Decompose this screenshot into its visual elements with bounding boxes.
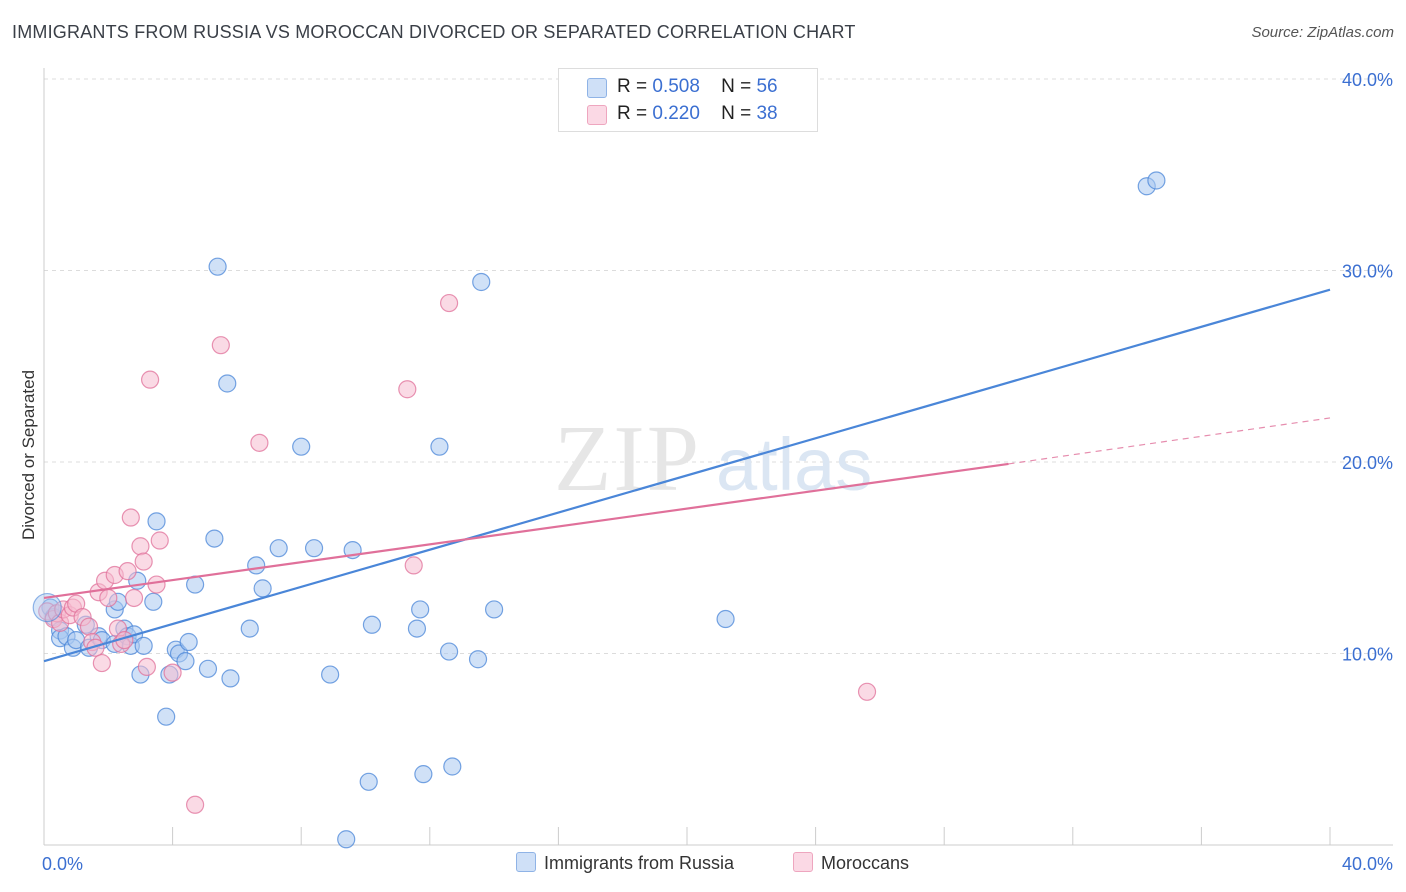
data-point-russia bbox=[468, 650, 488, 669]
axis-layer bbox=[43, 68, 1393, 846]
watermark-zip: ZIP bbox=[554, 407, 701, 511]
y-tick-label: 30.0% bbox=[1342, 262, 1393, 282]
bottom-legend-moroccans: Moroccans bbox=[793, 852, 909, 874]
data-point-russia bbox=[304, 539, 324, 558]
data-point-russia bbox=[439, 642, 459, 661]
data-point-cluster bbox=[32, 592, 62, 623]
data-point-russia bbox=[247, 556, 266, 575]
bottom-legend-swatch-russia bbox=[516, 852, 536, 872]
data-point-russia bbox=[407, 619, 427, 638]
data-point-moroccans bbox=[398, 380, 417, 399]
data-point-moroccans bbox=[211, 336, 230, 355]
data-point-moroccans bbox=[79, 617, 99, 636]
data-point-russia bbox=[205, 529, 224, 548]
data-point-moroccans bbox=[150, 531, 169, 550]
bottom-legend-label-russia: Immigrants from Russia bbox=[544, 853, 735, 873]
data-point-moroccans bbox=[140, 370, 160, 389]
bottom-legend-label-moroccans: Moroccans bbox=[821, 853, 910, 873]
data-point-moroccans bbox=[99, 588, 118, 608]
data-point-moroccans bbox=[121, 508, 140, 527]
data-point-moroccans bbox=[118, 562, 137, 581]
trend-layer bbox=[43, 288, 1331, 663]
data-point-russia bbox=[472, 272, 491, 292]
legend-swatch-russia bbox=[587, 78, 607, 98]
data-point-moroccans bbox=[186, 795, 205, 814]
chart-title: IMMIGRANTS FROM RUSSIA VS MOROCCAN DIVOR… bbox=[12, 22, 856, 42]
data-point-russia bbox=[414, 765, 433, 784]
data-point-moroccans bbox=[92, 653, 111, 673]
data-point-russia bbox=[179, 632, 198, 652]
source-credit: Source: ZipAtlas.com bbox=[1251, 24, 1394, 41]
data-point-moroccans bbox=[134, 552, 153, 571]
data-point-russia bbox=[337, 830, 356, 849]
x-tick-label-max: 40.0% bbox=[1342, 854, 1393, 874]
legend-r-value: 0.508 bbox=[652, 76, 700, 97]
bottom-legend-russia: Immigrants from Russia bbox=[516, 852, 734, 874]
data-point-russia bbox=[430, 437, 449, 456]
tick-label-layer: 10.0% 20.0% 30.0% 40.0% 0.0% 40.0% bbox=[42, 70, 1393, 874]
data-point-moroccans bbox=[857, 682, 877, 701]
data-point-moroccans bbox=[404, 556, 423, 575]
data-point-russia bbox=[411, 600, 430, 619]
x-tick-label-min: 0.0% bbox=[42, 854, 83, 874]
data-point-russia bbox=[716, 609, 735, 629]
data-point-moroccans bbox=[131, 537, 150, 556]
watermark-atlas: atlas bbox=[716, 423, 872, 506]
y-tick-label: 20.0% bbox=[1342, 453, 1393, 473]
y-tick-label: 10.0% bbox=[1342, 645, 1393, 665]
data-point-russia bbox=[198, 659, 218, 678]
bottom-legend-swatch-moroccans bbox=[793, 852, 813, 872]
legend-n-value: 38 bbox=[756, 103, 778, 124]
trendline-moroccans bbox=[43, 462, 1009, 600]
legend-row-russia: R = 0.508 N = 56 bbox=[559, 74, 817, 100]
data-point-russia bbox=[218, 374, 237, 393]
legend-row-moroccans: R = 0.220 N = 38 bbox=[559, 101, 817, 127]
data-point-russia bbox=[147, 512, 166, 531]
data-point-russia bbox=[269, 539, 288, 558]
trendline-moroccans-extension bbox=[1008, 417, 1331, 465]
data-point-moroccans bbox=[250, 433, 269, 452]
data-point-russia bbox=[253, 579, 272, 598]
data-point-russia bbox=[157, 707, 176, 726]
data-point-russia bbox=[144, 592, 163, 611]
data-point-russia bbox=[134, 636, 153, 655]
data-point-moroccans bbox=[124, 588, 144, 608]
data-point-russia bbox=[292, 437, 311, 456]
data-point-russia bbox=[240, 619, 259, 638]
data-point-russia bbox=[221, 669, 240, 688]
points-layer bbox=[32, 171, 1166, 849]
data-point-moroccans bbox=[439, 293, 459, 313]
data-point-moroccans bbox=[137, 657, 156, 677]
y-tick-label: 40.0% bbox=[1342, 70, 1393, 90]
data-point-moroccans bbox=[163, 663, 182, 682]
data-point-russia bbox=[1147, 171, 1166, 190]
legend-n-value: 56 bbox=[756, 76, 778, 97]
watermark: ZIP atlas bbox=[554, 407, 872, 511]
correlation-legend: R = 0.508 N = 56 R = 0.220 N = 38 bbox=[558, 68, 818, 132]
legend-n-label: N = bbox=[721, 103, 752, 124]
legend-swatch-moroccans bbox=[587, 105, 607, 125]
y-axis-label: Divorced or Separated bbox=[19, 369, 38, 541]
data-point-russia bbox=[443, 757, 462, 776]
trendline-russia bbox=[43, 288, 1331, 663]
legend-n-label: N = bbox=[721, 76, 752, 97]
data-point-russia bbox=[362, 615, 382, 634]
data-point-russia bbox=[208, 257, 227, 276]
grid-layer bbox=[44, 78, 1393, 654]
legend-r-label: R = bbox=[617, 103, 648, 124]
legend-r-label: R = bbox=[617, 76, 648, 97]
data-point-russia bbox=[359, 772, 378, 791]
data-point-moroccans bbox=[147, 575, 166, 594]
legend-r-value: 0.220 bbox=[652, 103, 700, 124]
data-point-russia bbox=[485, 600, 504, 619]
data-point-russia bbox=[321, 665, 340, 684]
data-point-russia bbox=[176, 652, 195, 671]
